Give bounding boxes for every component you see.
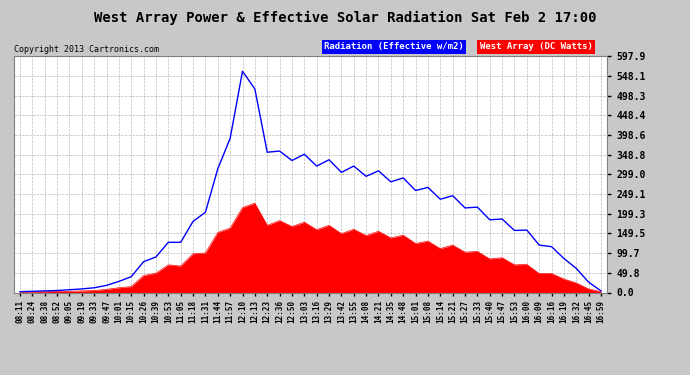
Text: West Array (DC Watts): West Array (DC Watts) — [480, 42, 593, 51]
Text: West Array Power & Effective Solar Radiation Sat Feb 2 17:00: West Array Power & Effective Solar Radia… — [94, 11, 596, 26]
Text: Copyright 2013 Cartronics.com: Copyright 2013 Cartronics.com — [14, 45, 159, 54]
Text: Radiation (Effective w/m2): Radiation (Effective w/m2) — [324, 42, 464, 51]
